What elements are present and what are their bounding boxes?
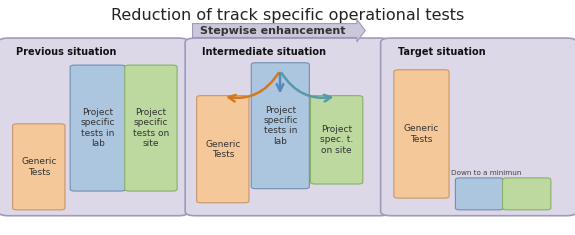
Text: Generic
Tests: Generic Tests bbox=[205, 140, 240, 159]
Text: Down to a minimun: Down to a minimun bbox=[451, 170, 521, 176]
FancyBboxPatch shape bbox=[455, 178, 504, 210]
Text: Generic
Tests: Generic Tests bbox=[21, 157, 56, 176]
FancyBboxPatch shape bbox=[197, 96, 249, 203]
FancyBboxPatch shape bbox=[503, 178, 551, 210]
Text: Previous situation: Previous situation bbox=[16, 47, 116, 57]
Text: Intermediate situation: Intermediate situation bbox=[202, 47, 327, 57]
FancyBboxPatch shape bbox=[381, 38, 575, 216]
Text: Stepwise enhancement: Stepwise enhancement bbox=[200, 26, 346, 35]
FancyBboxPatch shape bbox=[13, 124, 65, 210]
FancyBboxPatch shape bbox=[394, 70, 449, 198]
FancyBboxPatch shape bbox=[0, 38, 189, 216]
Text: Project
specific
tests in
lab: Project specific tests in lab bbox=[81, 108, 115, 148]
FancyBboxPatch shape bbox=[251, 63, 309, 189]
Text: Project
specific
tests in
lab: Project specific tests in lab bbox=[263, 106, 298, 146]
FancyBboxPatch shape bbox=[310, 96, 363, 184]
Text: Target situation: Target situation bbox=[398, 47, 485, 57]
Text: Reduction of track specific operational tests: Reduction of track specific operational … bbox=[111, 8, 464, 23]
Text: Generic
Tests: Generic Tests bbox=[404, 124, 439, 144]
Text: Project
spec. t.
on site: Project spec. t. on site bbox=[320, 125, 353, 155]
FancyBboxPatch shape bbox=[125, 65, 177, 191]
Text: Project
specific
tests on
site: Project specific tests on site bbox=[133, 108, 169, 148]
FancyBboxPatch shape bbox=[185, 38, 390, 216]
FancyBboxPatch shape bbox=[70, 65, 125, 191]
